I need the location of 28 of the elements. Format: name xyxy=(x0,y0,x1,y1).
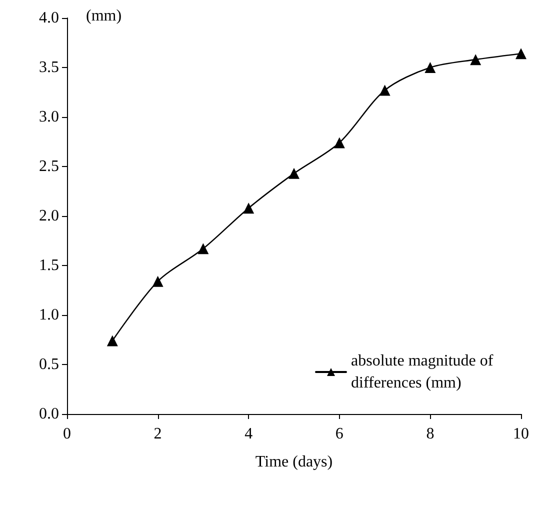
point xyxy=(243,202,254,214)
point xyxy=(106,335,118,346)
point xyxy=(288,168,300,179)
point xyxy=(152,276,164,287)
y-tick-label: 3.5 xyxy=(39,59,59,76)
y-tick-label: 2.0 xyxy=(39,208,59,224)
legend-label: absolute magnitude of differences (mm) xyxy=(351,352,498,392)
y-tick-label: 0.5 xyxy=(39,356,59,373)
point xyxy=(424,62,436,73)
y-tick-label: 1.5 xyxy=(39,257,59,274)
y-tick-label: 2.5 xyxy=(39,158,59,175)
x-tick-label: 4 xyxy=(244,426,253,442)
point xyxy=(516,48,526,60)
point xyxy=(470,54,482,66)
point xyxy=(379,84,390,96)
x-axis-title: Time (days) xyxy=(255,454,333,470)
x-tick-label: 8 xyxy=(426,426,434,442)
y-tick-label: 0.0 xyxy=(39,406,59,422)
point xyxy=(334,137,345,148)
x-tick-label: 10 xyxy=(513,426,529,442)
y-tick-label: 4.0 xyxy=(39,10,59,26)
y-tick-label: 3.0 xyxy=(39,108,59,126)
annotation: (mm) xyxy=(86,8,122,24)
point xyxy=(198,243,209,254)
x-tick-label: 2 xyxy=(154,426,162,442)
x-tick-label: 0 xyxy=(63,426,71,442)
x-tick-label: 6 xyxy=(335,426,344,442)
y-tick-label: 1.0 xyxy=(39,306,59,324)
